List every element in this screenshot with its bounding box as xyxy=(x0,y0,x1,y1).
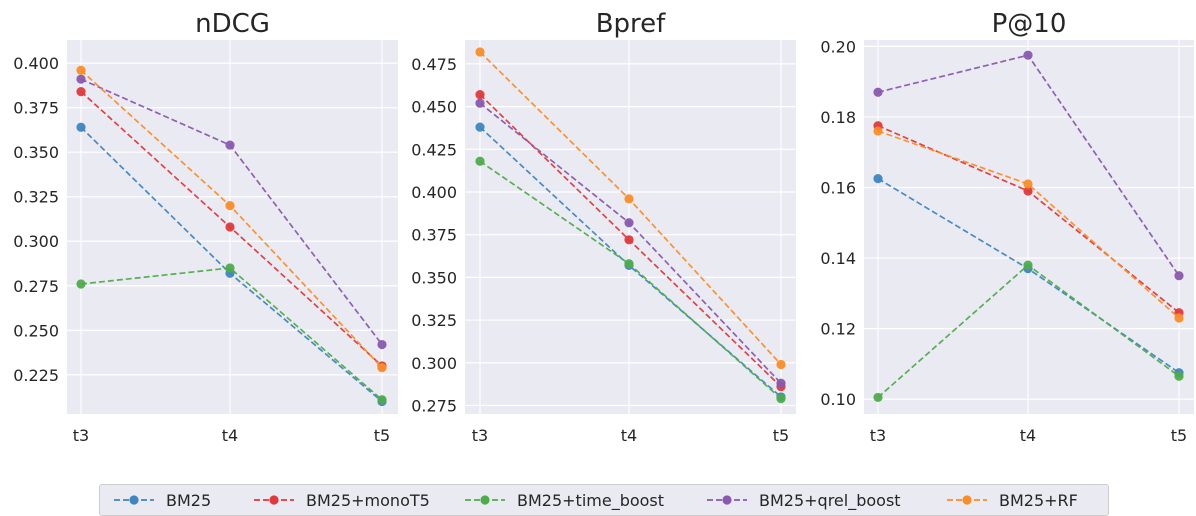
x-tick-label: t4 xyxy=(621,426,637,445)
data-point-bm25-monot5 xyxy=(76,87,86,97)
legend-swatch-marker xyxy=(129,495,139,505)
data-point-bm25-time-boost xyxy=(1023,260,1033,270)
legend: BM25 BM25+monoT5 BM25+time_boost BM25+qr… xyxy=(99,484,1109,516)
data-point-bm25-time-boost xyxy=(624,259,634,269)
data-point-bm25-qrel-boost xyxy=(377,339,387,350)
y-tick-label: 0.20 xyxy=(820,37,856,56)
y-tick-label: 0.375 xyxy=(13,99,59,118)
data-point-bm25-qrel-boost xyxy=(475,98,485,108)
data-point-bm25-time-boost xyxy=(76,279,86,289)
y-tick-label: 0.225 xyxy=(13,366,59,385)
y-tick-label: 0.325 xyxy=(13,188,59,207)
data-point-bm25-monot5 xyxy=(1023,186,1033,196)
data-point-bm25-time-boost xyxy=(475,156,485,166)
legend-label-bm25-time-boost: BM25+time_boost xyxy=(517,490,665,510)
legend-swatch-bm25 xyxy=(114,495,154,505)
y-tick-label: 0.10 xyxy=(820,390,856,409)
data-point-bm25-qrel-boost xyxy=(1023,50,1033,60)
legend-swatch-marker xyxy=(269,495,279,505)
legend-swatch-bm25-qrel-boost xyxy=(707,495,747,505)
data-point-bm25-qrel-boost xyxy=(873,87,883,97)
data-point-bm25-time-boost xyxy=(776,394,786,404)
data-point-bm25-time-boost xyxy=(377,395,387,405)
data-point-bm25-time-boost xyxy=(873,392,883,403)
data-point-bm25-rf xyxy=(377,363,387,373)
data-point-bm25-rf xyxy=(873,126,883,136)
y-tick-label: 0.250 xyxy=(13,321,59,340)
data-point-bm25-rf xyxy=(776,359,786,370)
legend-swatch-marker xyxy=(722,495,732,505)
chart-title: P@10 xyxy=(992,9,1067,39)
data-point-bm25-qrel-boost xyxy=(76,74,86,84)
x-tick-label: t4 xyxy=(1020,426,1036,445)
legend-item-bm25: BM25 xyxy=(112,490,211,510)
y-tick-label: 0.425 xyxy=(411,140,457,159)
x-tick-label: t3 xyxy=(472,426,488,445)
y-tick-label: 0.350 xyxy=(411,268,457,287)
legend-label-bm25: BM25 xyxy=(166,490,212,510)
legend-swatch-bm25-rf xyxy=(947,495,987,505)
x-tick-label: t5 xyxy=(1171,426,1187,445)
y-tick-label: 0.375 xyxy=(411,226,457,245)
data-point-bm25-rf xyxy=(1174,313,1184,323)
chart-title: nDCG xyxy=(195,9,270,39)
data-point-bm25 xyxy=(873,174,883,184)
legend-swatch-bm25-time-boost xyxy=(465,495,505,505)
y-tick-label: 0.275 xyxy=(13,277,59,296)
legend-item-bm25-rf: BM25+RF xyxy=(945,490,1078,510)
chart-panel-1: 0.225 0.250 0.275 0.300 0.325 0.350 0.375 0.400… xyxy=(13,9,398,445)
data-point-bm25-qrel-boost xyxy=(225,140,235,150)
data-point-bm25-rf xyxy=(1023,179,1033,189)
data-point-bm25-monot5 xyxy=(225,222,235,232)
data-point-bm25-rf xyxy=(624,194,634,204)
legend-item-bm25-time-boost: BM25+time_boost xyxy=(463,490,664,510)
data-point-bm25-qrel-boost xyxy=(624,218,634,228)
chart-title: Bpref xyxy=(596,9,666,39)
data-point-bm25-rf xyxy=(76,65,86,75)
x-tick-label: t5 xyxy=(773,426,789,445)
x-tick-label: t4 xyxy=(222,426,238,445)
data-point-bm25 xyxy=(76,122,86,132)
y-tick-label: 0.300 xyxy=(13,232,59,251)
data-point-bm25-time-boost xyxy=(225,263,235,273)
legend-label-bm25-monot5: BM25+monoT5 xyxy=(306,490,430,510)
x-tick-label: t5 xyxy=(374,426,390,445)
y-tick-label: 0.12 xyxy=(820,320,856,339)
legend-label-bm25-qrel-boost: BM25+qrel_boost xyxy=(759,490,901,510)
y-tick-label: 0.16 xyxy=(820,178,856,197)
x-tick-label: t3 xyxy=(73,426,89,445)
legend-swatch-marker xyxy=(962,495,972,505)
legend-label-bm25-rf: BM25+RF xyxy=(999,490,1078,510)
chart-panel-2: 0.275 0.300 0.325 0.350 0.375 0.400 0.425 0.450… xyxy=(411,9,796,445)
y-tick-label: 0.400 xyxy=(411,183,457,202)
data-point-bm25-monot5 xyxy=(624,235,634,245)
y-tick-label: 0.18 xyxy=(820,108,856,127)
series-line-bm25-rf xyxy=(877,130,1180,319)
y-tick-label: 0.325 xyxy=(411,311,457,330)
y-tick-label: 0.275 xyxy=(411,396,457,415)
y-tick-label: 0.350 xyxy=(13,143,59,162)
data-point-bm25-qrel-boost xyxy=(1174,271,1184,281)
x-tick-label: t3 xyxy=(870,426,886,445)
legend-item-bm25-monot5: BM25+monoT5 xyxy=(252,490,430,510)
y-tick-label: 0.450 xyxy=(411,98,457,117)
data-point-bm25-monot5 xyxy=(475,90,485,100)
data-point-bm25-rf xyxy=(475,47,485,57)
legend-swatch-marker xyxy=(480,495,490,505)
data-point-bm25 xyxy=(475,122,485,132)
data-point-bm25-time-boost xyxy=(1174,371,1184,381)
y-tick-label: 0.475 xyxy=(411,55,457,74)
y-tick-label: 0.300 xyxy=(411,354,457,373)
legend-swatch-bm25-monot5 xyxy=(254,495,294,505)
legend-item-bm25-qrel-boost: BM25+qrel_boost xyxy=(705,490,901,510)
y-tick-label: 0.14 xyxy=(820,249,856,268)
y-tick-label: 0.400 xyxy=(13,54,59,73)
plot-area xyxy=(864,40,1194,414)
data-point-bm25-rf xyxy=(225,201,235,211)
chart-panel-3: 0.10 0.12 0.14 0.16 0.18 0.20 t3 t4 t5 P@10 xyxy=(820,9,1194,445)
data-point-bm25-qrel-boost xyxy=(776,378,786,388)
